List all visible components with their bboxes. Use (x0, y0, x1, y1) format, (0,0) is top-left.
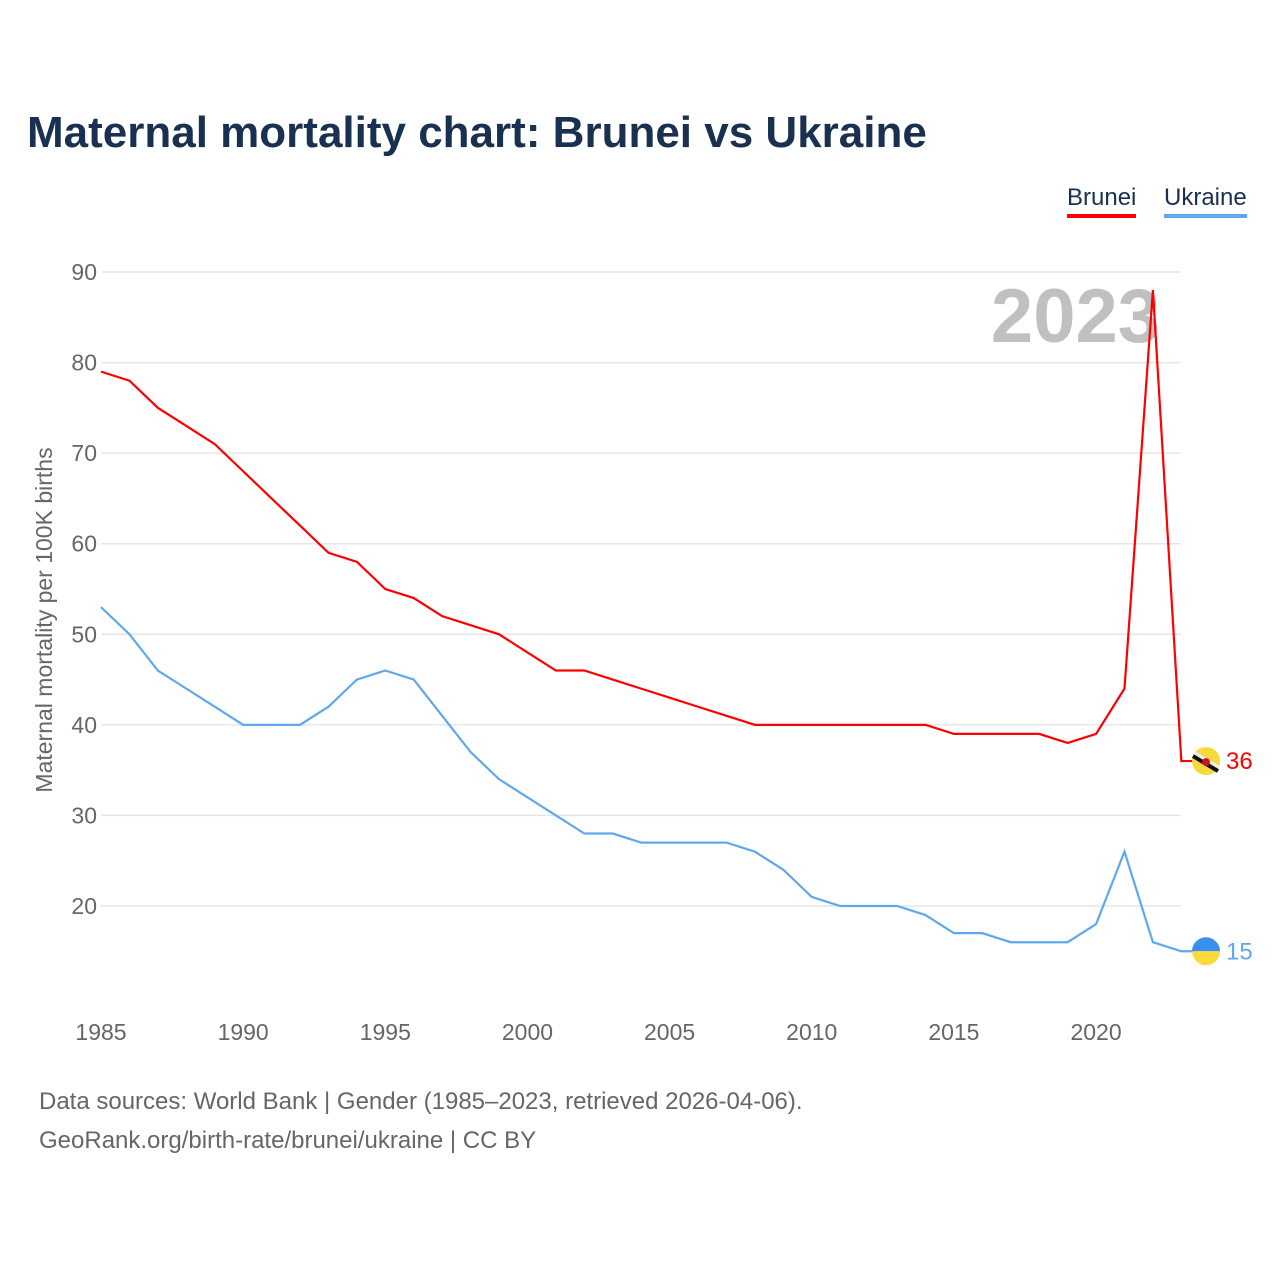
y-tick-label: 80 (71, 350, 97, 376)
x-tick-label: 2020 (1070, 1019, 1121, 1045)
end-value-label: 15 (1226, 938, 1253, 965)
footer-link[interactable]: GeoRank.org/birth-rate/brunei/ukraine | … (39, 1127, 537, 1154)
footer-sources: Data sources: World Bank | Gender (1985–… (39, 1088, 803, 1115)
y-tick-label: 50 (71, 621, 97, 647)
legend-brunei[interactable]: Brunei (1067, 184, 1137, 218)
x-tick-label: 1990 (218, 1019, 269, 1045)
x-tick-label: 1985 (75, 1019, 126, 1045)
ukraine-flag-icon (1192, 937, 1220, 966)
series-line-ukraine (100, 606, 1194, 953)
series-line-brunei (100, 290, 1194, 763)
brunei-flag-icon (1191, 747, 1220, 776)
y-tick-label: 60 (71, 531, 97, 557)
y-tick-label: 20 (71, 893, 97, 919)
chart-title: Maternal mortality chart: Brunei vs Ukra… (27, 108, 927, 157)
end-value-label: 36 (1226, 748, 1253, 775)
x-tick-label: 2015 (928, 1019, 979, 1045)
x-tick-label: 2010 (786, 1019, 837, 1045)
x-tick-label: 2005 (644, 1019, 695, 1045)
y-tick-label: 30 (71, 802, 97, 828)
y-axis-label: Maternal mortality per 100K births (31, 447, 57, 792)
x-tick-label: 1995 (360, 1019, 411, 1045)
legend-ukraine[interactable]: Ukraine (1164, 184, 1247, 218)
y-tick-label: 70 (71, 440, 97, 466)
x-tick-label: 2000 (502, 1019, 553, 1045)
y-tick-label: 90 (71, 259, 97, 285)
year-watermark: 2023 (991, 274, 1160, 359)
y-tick-label: 40 (71, 712, 97, 738)
